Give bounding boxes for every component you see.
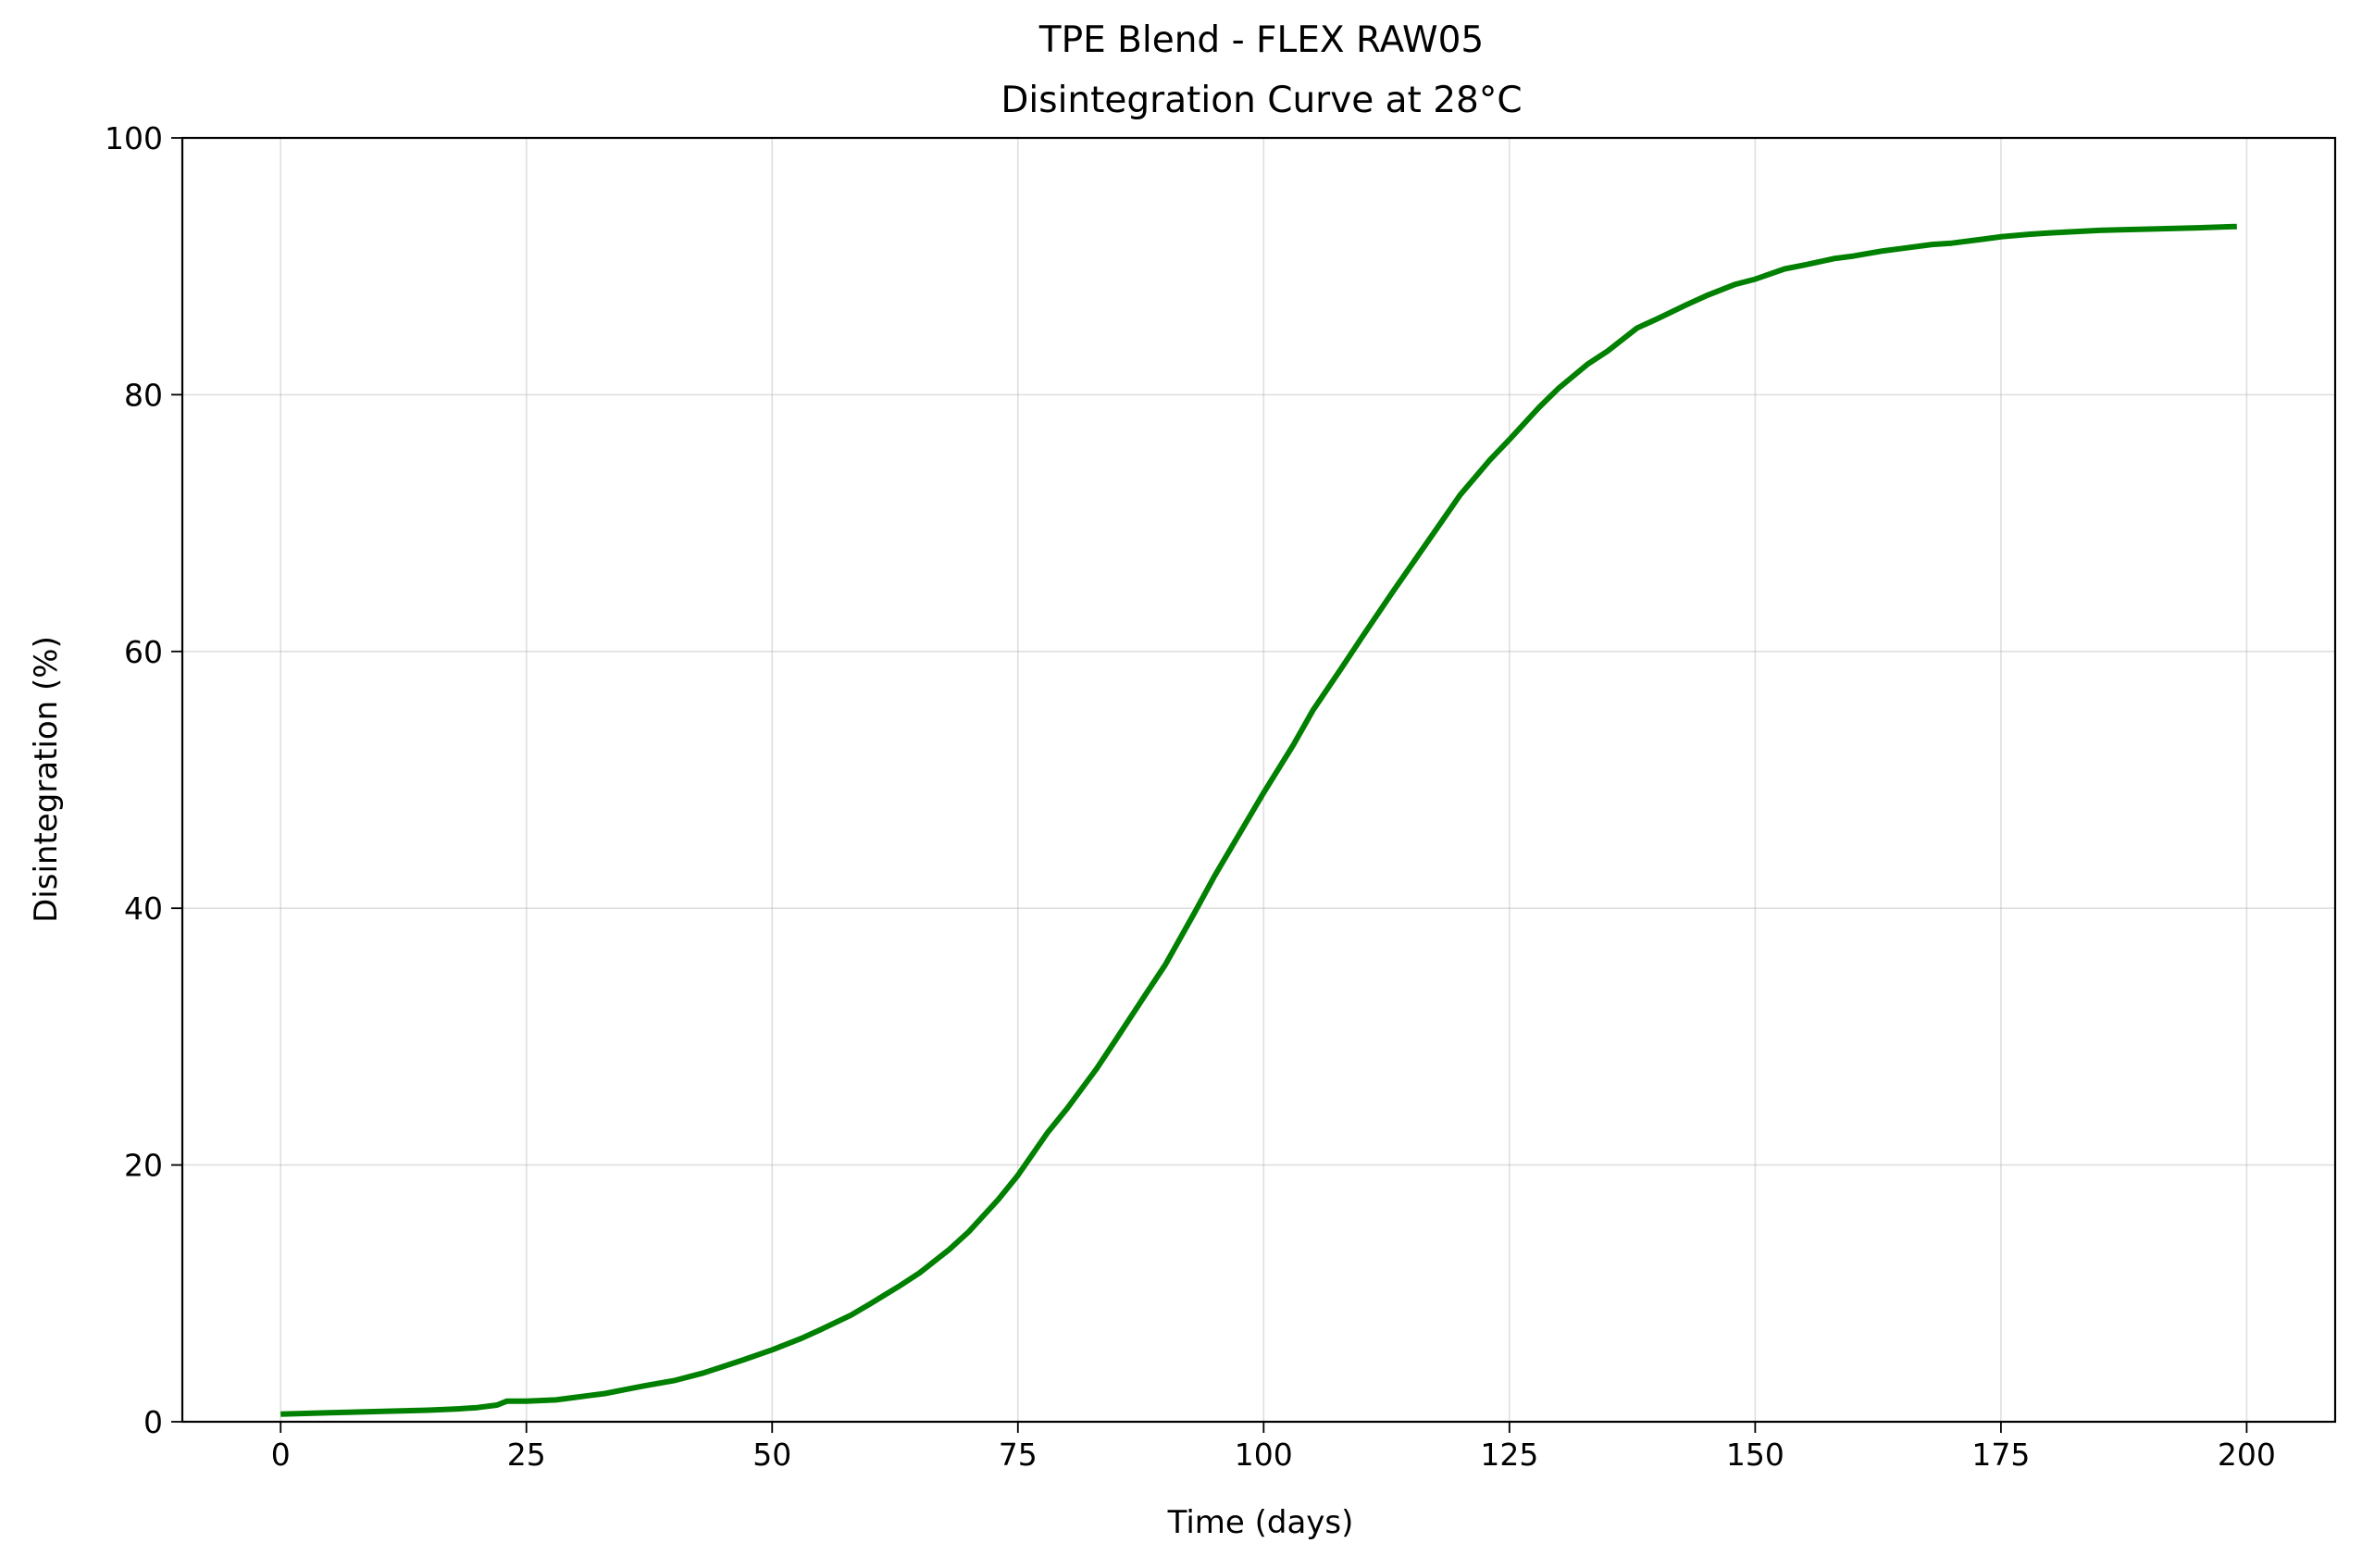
y-tick-label: 80 [124, 377, 163, 413]
chart-title-line-1: TPE Blend - FLEX RAW05 [1038, 19, 1484, 61]
disintegration-line [280, 223, 2237, 1417]
x-tick-label: 50 [752, 1437, 791, 1473]
y-tick-label: 20 [124, 1148, 163, 1184]
plot-frame [180, 136, 2337, 1424]
x-tick-label: 175 [1971, 1437, 2030, 1473]
x-axis-label: Time (days) [1167, 1504, 1354, 1541]
x-tick-label: 75 [999, 1437, 1038, 1473]
chart-title-line-2: Disintegration Curve at 28°C [1001, 80, 1522, 121]
y-tick-label: 40 [124, 890, 163, 927]
y-axis-label: Disintegration (%) [28, 636, 65, 923]
axis-ticks: 0 25 50 75 100 125 150 175 200 0 20 40 60 80 100 [105, 120, 2276, 1473]
x-tick-label: 25 [507, 1437, 546, 1473]
x-tick-label: 200 [2218, 1437, 2276, 1473]
y-tick-label: 100 [105, 120, 163, 156]
x-tick-label: 0 [271, 1437, 291, 1473]
x-tick-label: 150 [1726, 1437, 1784, 1473]
y-tick-label: 0 [143, 1404, 163, 1440]
x-tick-label: 100 [1235, 1437, 1293, 1473]
series-layer [280, 223, 2237, 1417]
x-tick-label: 125 [1480, 1437, 1538, 1473]
y-tick-label: 60 [124, 634, 163, 670]
